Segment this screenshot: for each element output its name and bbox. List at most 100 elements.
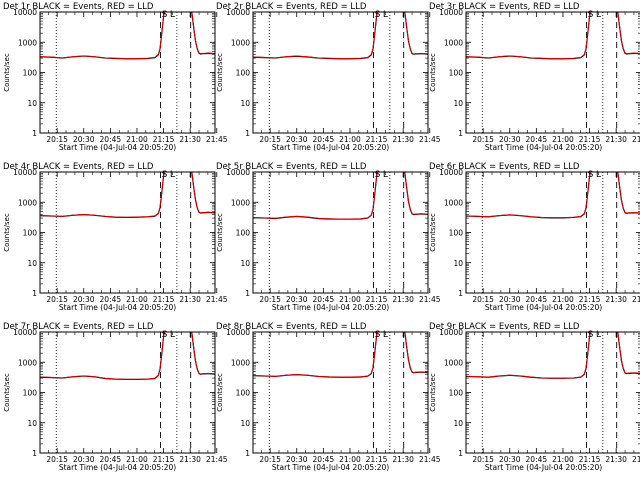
x-tick-label: 21:00	[339, 135, 361, 144]
x-tick-label: 20:15	[46, 455, 68, 464]
y-tick-label: 1	[32, 129, 37, 138]
annotation-s: S	[588, 10, 594, 20]
x-tick-label: 21:15	[366, 295, 388, 304]
plot-frame	[465, 171, 640, 294]
panel-title: Det 7r BLACK = Events, RED = LLD	[3, 322, 154, 332]
x-axis-label: Start Time (04-Jul-04 20:05:20)	[59, 463, 176, 472]
y-tick-label: 1	[458, 129, 463, 138]
x-axis-label: Start Time (04-Jul-04 20:05:20)	[272, 143, 389, 152]
chart-panel-2: Det 2r BLACK = Events, RED = LLD Counts/s…	[216, 2, 441, 152]
y-tick-label: 10000	[226, 8, 250, 17]
x-tick-label: 21:00	[126, 455, 148, 464]
x-tick-label: 20:15	[472, 455, 494, 464]
annotation-s: S	[375, 170, 381, 180]
x-tick-label: 20:30	[499, 135, 521, 144]
x-tick-label: 21:45	[419, 135, 441, 144]
y-tick-label: 100	[236, 69, 251, 78]
y-tick-label: 1	[245, 129, 250, 138]
x-tick-label: 20:15	[472, 135, 494, 144]
x-axis-label: Start Time (04-Jul-04 20:05:20)	[485, 303, 602, 312]
y-tick-label: 100	[23, 389, 38, 398]
y-tick-label: 1000	[18, 38, 37, 47]
annotation-l: L	[170, 330, 175, 340]
panel-title: Det 3r BLACK = Events, RED = LLD	[429, 2, 580, 12]
panel-title: Det 1r BLACK = Events, RED = LLD	[3, 2, 154, 12]
plot-frame	[252, 331, 429, 454]
plot-area	[40, 172, 215, 219]
y-axis-label: Counts/sec	[216, 213, 224, 252]
annotation-l: L	[383, 170, 388, 180]
chart-panel-7: Det 7r BLACK = Events, RED = LLD Counts/s…	[3, 322, 228, 472]
plot-area	[253, 172, 428, 220]
annotation-l: L	[170, 170, 175, 180]
x-tick-label: 20:45	[100, 135, 122, 144]
x-tick-label: 21:30	[179, 295, 201, 304]
y-tick-label: 100	[236, 229, 251, 238]
x-tick-label: 21:30	[605, 295, 627, 304]
y-tick-label: 100	[449, 389, 464, 398]
series-lld-line	[466, 332, 640, 379]
x-tick-label: 20:45	[526, 135, 548, 144]
plot-area	[253, 332, 428, 378]
x-tick-label: 20:30	[73, 455, 95, 464]
panel-title: Det 4r BLACK = Events, RED = LLD	[3, 162, 154, 172]
plot-area	[40, 332, 215, 381]
x-axis-label: Start Time (04-Jul-04 20:05:20)	[272, 303, 389, 312]
x-tick-label: 20:30	[499, 455, 521, 464]
y-tick-label: 1	[32, 449, 37, 458]
annotation-s: S	[162, 330, 168, 340]
x-tick-label: 21:00	[126, 135, 148, 144]
x-tick-label: 21:00	[339, 455, 361, 464]
plot-frame	[465, 11, 640, 134]
x-tick-label: 21:15	[366, 455, 388, 464]
series-lld-line	[253, 172, 428, 220]
y-tick-label: 10	[240, 99, 250, 108]
x-tick-label: 21:00	[552, 455, 574, 464]
panel-title: Det 6r BLACK = Events, RED = LLD	[429, 162, 580, 172]
x-tick-label: 20:30	[286, 455, 308, 464]
y-tick-label: 10000	[439, 8, 463, 17]
x-tick-label: 21:00	[339, 295, 361, 304]
x-tick-label: 20:15	[46, 295, 68, 304]
x-tick-label: 21:45	[632, 295, 640, 304]
series-lld-line	[253, 12, 428, 60]
series-lld-line	[40, 172, 215, 218]
x-tick-label: 21:45	[206, 135, 228, 144]
y-axis-label: Counts/sec	[216, 373, 224, 412]
annotation-l: L	[383, 330, 388, 340]
x-tick-label: 20:15	[259, 295, 281, 304]
y-tick-label: 10	[27, 419, 37, 428]
x-tick-label: 20:45	[313, 295, 335, 304]
plot-frame	[465, 331, 640, 454]
panel-title: Det 5r BLACK = Events, RED = LLD	[216, 162, 367, 172]
y-axis-label: Counts/sec	[429, 53, 437, 92]
x-tick-label: 20:45	[313, 135, 335, 144]
y-tick-label: 1	[458, 449, 463, 458]
y-tick-label: 1	[245, 289, 250, 298]
chart-panel-4: Det 4r BLACK = Events, RED = LLD Counts/s…	[3, 162, 228, 312]
plot-frame	[252, 11, 429, 134]
y-tick-label: 1000	[18, 358, 37, 367]
x-tick-label: 20:45	[100, 295, 122, 304]
annotation-s: S	[162, 10, 168, 20]
x-tick-label: 21:45	[632, 135, 640, 144]
x-axis-label: Start Time (04-Jul-04 20:05:20)	[59, 143, 176, 152]
x-tick-label: 21:15	[153, 455, 175, 464]
series-lld-line	[40, 12, 215, 60]
y-tick-label: 10	[453, 419, 463, 428]
y-tick-label: 10	[27, 99, 37, 108]
y-tick-label: 1	[32, 289, 37, 298]
x-tick-label: 21:45	[632, 455, 640, 464]
y-axis-label: Counts/sec	[3, 213, 11, 252]
x-tick-label: 21:45	[206, 295, 228, 304]
x-tick-label: 21:45	[419, 455, 441, 464]
y-tick-label: 10000	[13, 8, 37, 17]
y-tick-label: 1	[245, 449, 250, 458]
x-axis-label: Start Time (04-Jul-04 20:05:20)	[485, 143, 602, 152]
annotation-l: L	[596, 10, 601, 20]
y-tick-label: 1000	[231, 38, 250, 47]
x-tick-label: 21:00	[552, 295, 574, 304]
annotation-l: L	[383, 10, 388, 20]
y-tick-label: 100	[449, 229, 464, 238]
